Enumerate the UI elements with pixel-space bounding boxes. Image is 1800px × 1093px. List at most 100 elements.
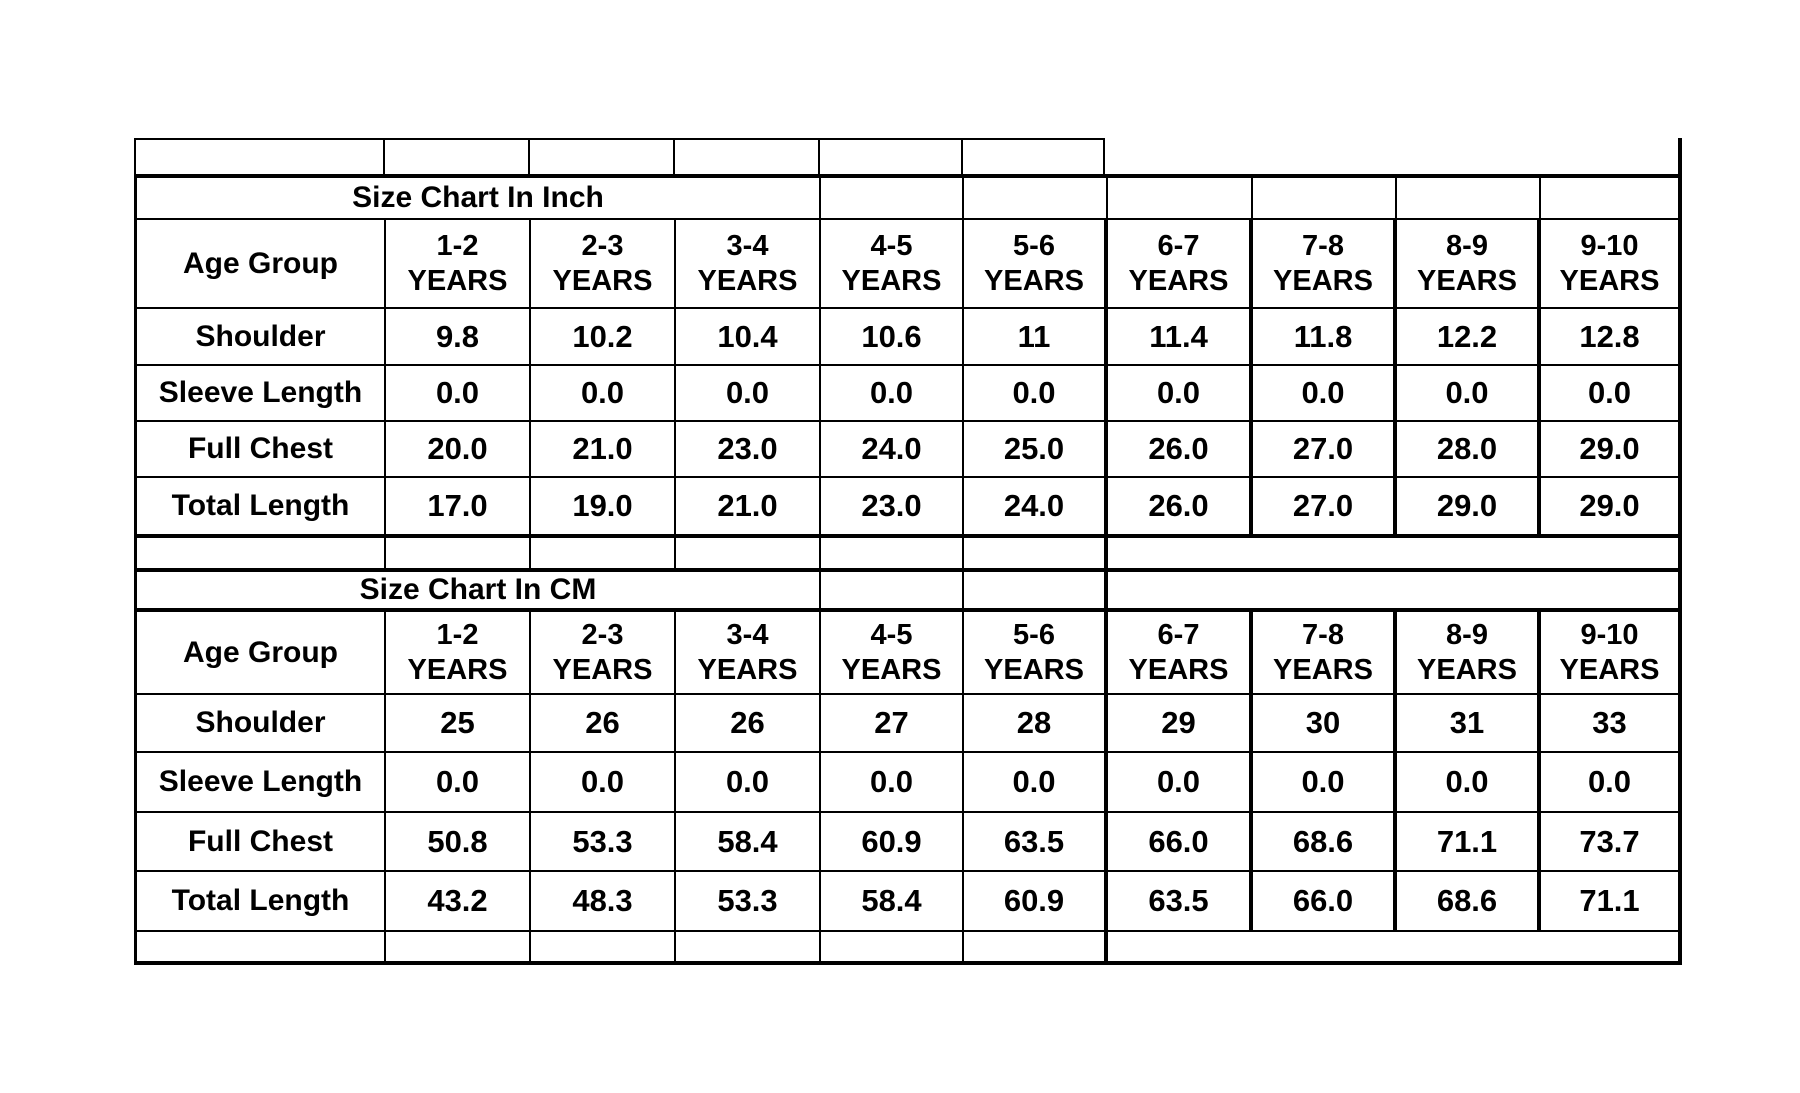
empty-cell	[531, 538, 676, 568]
empty-cell	[820, 140, 963, 174]
value-cell: 33	[1541, 695, 1678, 753]
age-suffix: YEARS	[841, 654, 942, 686]
row-label-full-chest: Full Chest	[137, 813, 386, 872]
age-suffix: YEARS	[984, 654, 1084, 686]
age-suffix: YEARS	[1559, 654, 1660, 686]
empty-cell	[385, 140, 530, 174]
age-suffix: YEARS	[697, 265, 798, 297]
value-cell: 29.0	[1579, 488, 1640, 523]
value-cell: 0.0	[964, 753, 1108, 813]
age-col-6-7: 6-7 YEARS	[1108, 612, 1253, 695]
value-cell: 0.0	[821, 366, 964, 422]
empty-cell	[964, 178, 1108, 220]
empty-cell	[964, 538, 1108, 568]
value-cell: 66.0	[1253, 872, 1397, 930]
age-group-header: Age Group	[137, 612, 386, 695]
value-cell: 0.0	[676, 753, 821, 813]
value-cell: 53.3	[676, 872, 821, 930]
empty-cell	[821, 572, 964, 612]
age-range: 6-7	[1157, 618, 1200, 651]
age-range: 9-10	[1580, 618, 1639, 651]
value-cell: 19.0	[531, 478, 676, 534]
empty-cell	[1108, 538, 1678, 568]
value-cell: 20.0	[386, 422, 531, 478]
age-col-1-2: 1-2 YEARS	[386, 220, 531, 309]
empty-cell	[821, 932, 964, 961]
age-group-header: Age Group	[137, 220, 386, 309]
age-suffix: YEARS	[407, 265, 508, 297]
empty-cell	[530, 140, 675, 174]
value-cell: 53.3	[531, 813, 676, 872]
age-col-7-8: 7-8 YEARS	[1253, 612, 1397, 695]
value-cell: 23.0	[676, 422, 821, 478]
age-range: 4-5	[870, 229, 913, 262]
age-col-8-9: 8-9 YEARS	[1397, 612, 1541, 695]
row-label-sleeve-length: Sleeve Length	[137, 753, 386, 813]
right-edge-border-tick	[1678, 138, 1682, 174]
value-cell: 10.6	[821, 309, 964, 366]
age-suffix: YEARS	[552, 654, 653, 686]
value-cell: 0.0	[531, 753, 676, 813]
age-col-1-2: 1-2 YEARS	[386, 612, 531, 695]
value-cell: 30	[1253, 695, 1397, 753]
value-cell: 12.2	[1397, 309, 1541, 366]
age-col-3-4: 3-4 YEARS	[676, 220, 821, 309]
age-range: 2-3	[581, 229, 624, 262]
value-cell: 26	[531, 695, 676, 753]
empty-cell	[386, 932, 531, 961]
value-cell: 0.0	[386, 753, 531, 813]
value-cell: 11	[964, 309, 1108, 366]
age-range: 9-10	[1580, 229, 1639, 262]
value-cell: 58.4	[821, 872, 964, 930]
value-cell: 11.8	[1253, 309, 1397, 366]
value-cell: 27	[821, 695, 964, 753]
value-cell: 9.8	[386, 309, 531, 366]
age-suffix: YEARS	[984, 265, 1084, 297]
value-cell: 11.4	[1108, 309, 1253, 366]
value-cell: 58.4	[676, 813, 821, 872]
size-chart-cm-table: Size Chart In CM Age Group 1-2 YEARS 2-3 Y…	[134, 572, 1682, 930]
value-cell: 60.9	[821, 813, 964, 872]
value-cell: 0.0	[676, 366, 821, 422]
value-cell: 50.8	[386, 813, 531, 872]
age-col-9-10: 9-10 YEARS	[1541, 612, 1678, 695]
row-label-shoulder: Shoulder	[137, 309, 386, 366]
age-suffix: YEARS	[697, 654, 798, 686]
empty-cell	[1541, 178, 1678, 220]
value-cell: 24.0	[964, 478, 1108, 534]
value-cell: 0.0	[1253, 366, 1397, 422]
value-cell: 43.2	[386, 872, 531, 930]
age-col-2-3: 2-3 YEARS	[531, 612, 676, 695]
age-range: 8-9	[1446, 618, 1488, 651]
age-col-4-5: 4-5 YEARS	[821, 612, 964, 695]
empty-cell	[675, 140, 820, 174]
value-cell: 0.0	[1397, 753, 1541, 813]
value-cell: 0.0	[531, 366, 676, 422]
spreadsheet-filler-row-bottom	[134, 930, 1682, 965]
spreadsheet-filler-row-middle	[134, 534, 1682, 572]
value-cell: 23.0	[821, 478, 964, 534]
age-col-2-3: 2-3 YEARS	[531, 220, 676, 309]
empty-cell	[676, 932, 821, 961]
age-suffix: YEARS	[1273, 654, 1373, 686]
value-cell: 26	[676, 695, 821, 753]
empty-cell	[386, 538, 531, 568]
empty-cell	[821, 178, 964, 220]
value-cell: 28	[964, 695, 1108, 753]
empty-cell	[1253, 178, 1397, 220]
empty-cell	[963, 140, 1103, 174]
value-cell: 73.7	[1541, 813, 1678, 872]
age-range: 7-8	[1302, 229, 1344, 262]
value-cell: 0.0	[1253, 753, 1397, 813]
value-cell: 10.2	[531, 309, 676, 366]
spreadsheet-filler-row-top	[134, 138, 1105, 174]
empty-cell	[531, 932, 676, 961]
value-cell: 25	[386, 695, 531, 753]
value-cell: 0.0	[386, 366, 531, 422]
value-cell: 63.5	[1108, 872, 1253, 930]
age-col-4-5: 4-5 YEARS	[821, 220, 964, 309]
age-suffix: YEARS	[1417, 265, 1517, 297]
value-cell: 0.0	[1108, 753, 1253, 813]
value-cell: 0.0	[1397, 366, 1541, 422]
